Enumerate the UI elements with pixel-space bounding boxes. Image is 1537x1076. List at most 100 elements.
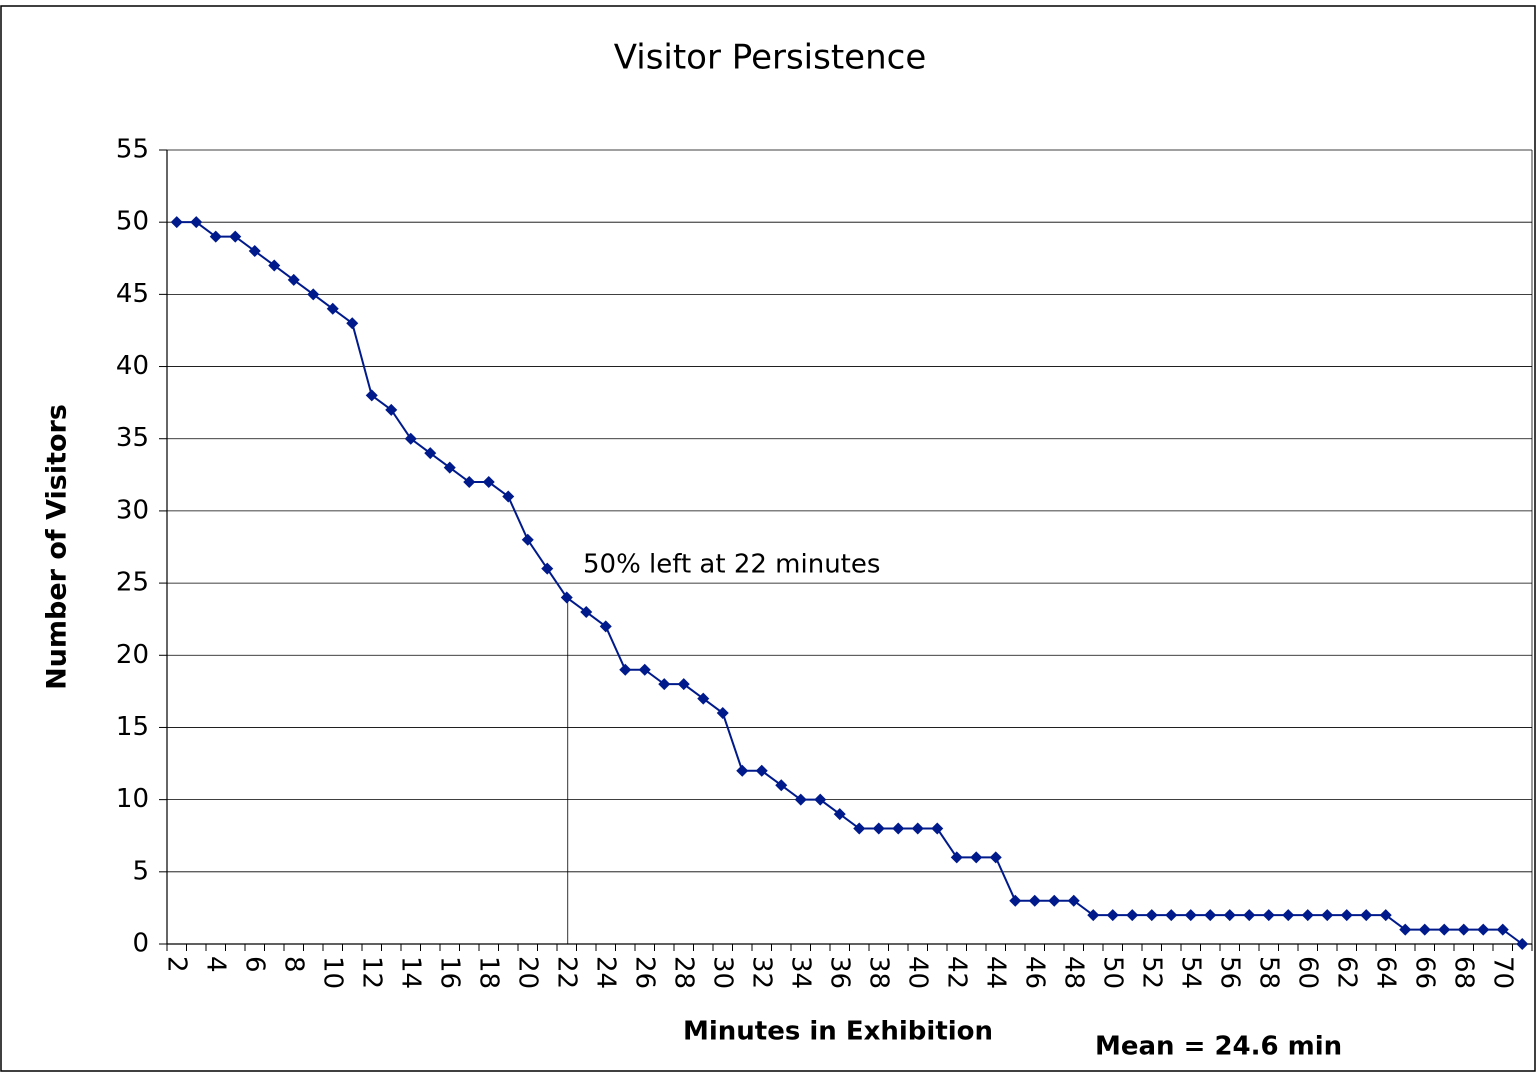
x-tick-label: 2 (161, 956, 191, 973)
point (521, 533, 534, 546)
point (346, 317, 359, 330)
x-tick-label: 4 (200, 956, 230, 973)
point (989, 851, 1002, 864)
y-tick-label: 50 (116, 207, 149, 237)
point (1184, 909, 1197, 922)
x-tick-label: 34 (785, 956, 815, 989)
point (1243, 909, 1256, 922)
point (619, 663, 632, 676)
point (1301, 909, 1314, 922)
x-tick-label: 30 (707, 956, 737, 989)
point (1321, 909, 1334, 922)
x-tick-label: 66 (1409, 956, 1439, 989)
x-axis-title: Minutes in Exhibition (683, 1017, 993, 1047)
y-tick-label: 10 (116, 784, 149, 814)
x-tick-label: 38 (863, 956, 893, 989)
point (1145, 909, 1158, 922)
point (268, 259, 281, 272)
y-tick-label: 30 (116, 495, 149, 525)
point (1340, 909, 1353, 922)
point (1418, 923, 1431, 936)
x-tick-label: 52 (1136, 956, 1166, 989)
point (307, 288, 320, 301)
y-tick-label: 20 (116, 640, 149, 670)
point (833, 808, 846, 821)
point (1282, 909, 1295, 922)
x-tick-label: 60 (1292, 956, 1322, 989)
point (209, 230, 222, 243)
x-tick-label: 68 (1448, 956, 1478, 989)
x-tick-label: 32 (746, 956, 776, 989)
y-tick-label: 55 (116, 135, 149, 165)
point (1048, 894, 1061, 907)
y-tick-label: 5 (132, 856, 149, 886)
x-tick-label: 12 (356, 956, 386, 989)
point (658, 678, 671, 691)
point (580, 605, 593, 618)
point (1087, 909, 1100, 922)
x-tick-label: 14 (395, 956, 425, 989)
point (794, 793, 807, 806)
point (931, 822, 944, 835)
point (190, 216, 203, 229)
x-tick-label: 8 (278, 956, 308, 973)
point (775, 779, 788, 792)
point (463, 476, 476, 489)
point (1399, 923, 1412, 936)
y-tick-label: 15 (116, 712, 149, 742)
point (638, 663, 651, 676)
point (677, 678, 690, 691)
y-tick-label: 40 (116, 351, 149, 381)
point (424, 447, 437, 460)
line-series (176, 221, 1523, 945)
point (404, 432, 417, 445)
point (911, 822, 924, 835)
point (755, 764, 768, 777)
chart-title: Visitor Persistence (614, 38, 927, 78)
x-tick-label: 18 (473, 956, 503, 989)
point (697, 692, 710, 705)
point (1438, 923, 1451, 936)
point (365, 389, 378, 402)
point (482, 476, 495, 489)
point (1106, 909, 1119, 922)
point (814, 793, 827, 806)
point (326, 302, 339, 315)
x-tick-label: 16 (434, 956, 464, 989)
x-tick-label: 20 (512, 956, 542, 989)
y-tick-label: 45 (116, 279, 149, 309)
x-tick-label: 24 (590, 956, 620, 989)
point (443, 461, 456, 474)
point (853, 822, 866, 835)
point (1009, 894, 1022, 907)
x-tick-label: 36 (824, 956, 854, 989)
x-tick-label: 70 (1487, 956, 1517, 989)
y-tick-label: 25 (116, 568, 149, 598)
point (716, 707, 729, 720)
x-tick-label: 26 (629, 956, 659, 989)
x-tick-label: 64 (1370, 956, 1400, 989)
point (1477, 923, 1490, 936)
point (970, 851, 983, 864)
point (170, 216, 183, 229)
x-tick-label: 50 (1097, 956, 1127, 989)
x-tick-label: 6 (239, 956, 269, 973)
point (1204, 909, 1217, 922)
point (1028, 894, 1041, 907)
point (1379, 909, 1392, 922)
point (385, 403, 398, 416)
point (560, 591, 573, 604)
point (1516, 938, 1529, 950)
point (950, 851, 963, 864)
x-tick-label: 58 (1253, 956, 1283, 989)
point (872, 822, 885, 835)
x-tick-label: 62 (1331, 956, 1361, 989)
point (1262, 909, 1275, 922)
x-tick-label: 10 (317, 956, 347, 989)
point (502, 490, 515, 503)
point (1126, 909, 1139, 922)
annotation: 50% left at 22 minutes (583, 550, 880, 580)
point (1067, 894, 1080, 907)
annotation: Mean = 24.6 min (1095, 1032, 1342, 1062)
frame (0, 5, 1536, 1072)
